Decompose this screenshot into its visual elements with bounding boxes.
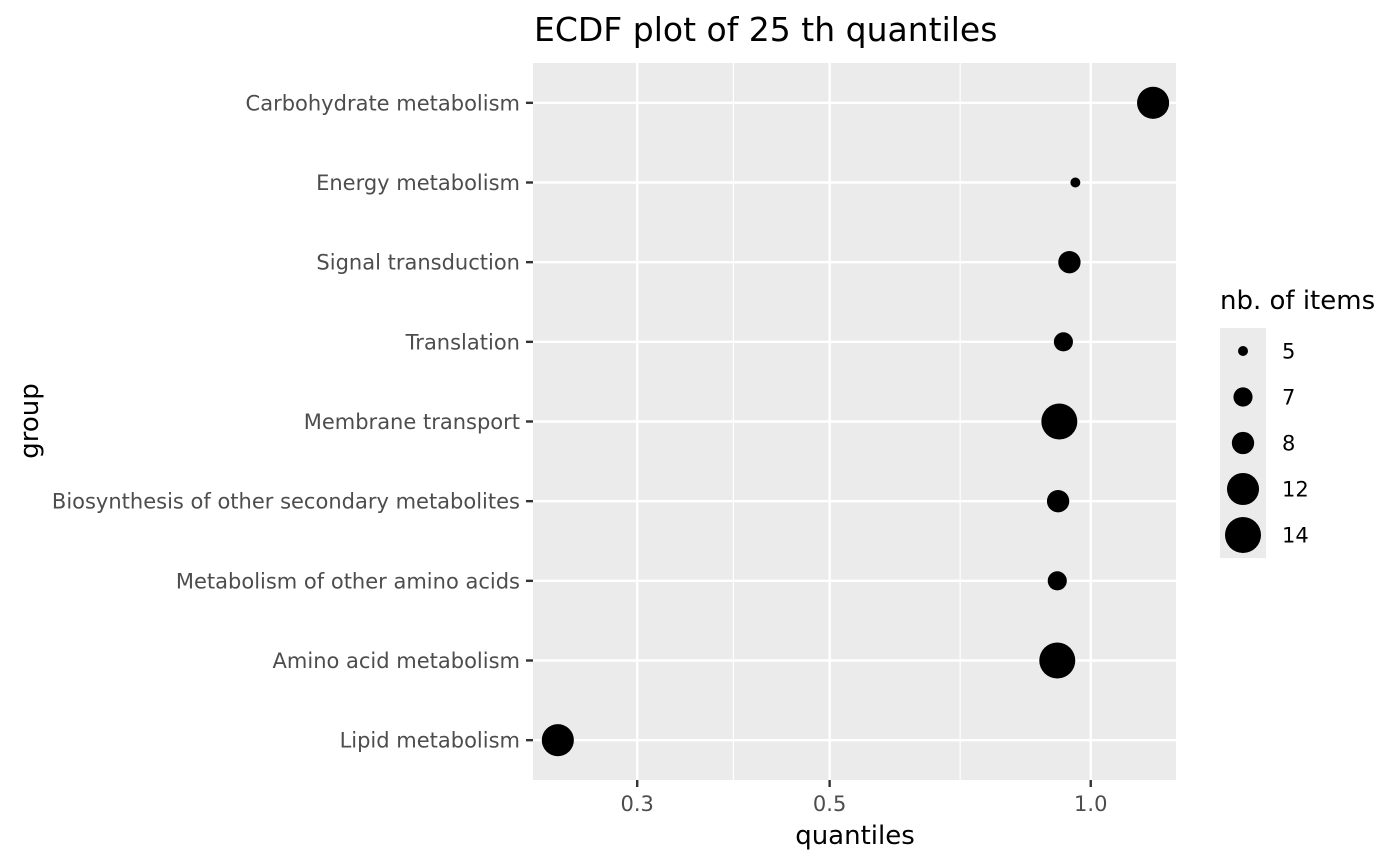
chart-title: ECDF plot of 25 th quantiles	[534, 10, 997, 49]
data-point	[1053, 332, 1073, 352]
size-legend: nb. of items 5 7 8 12 14	[1220, 286, 1375, 558]
legend-label: 8	[1282, 432, 1295, 456]
x-tick-label: 1.0	[1074, 792, 1107, 816]
y-tick-label: Biosynthesis of other secondary metaboli…	[52, 490, 520, 514]
data-points	[541, 86, 1170, 757]
y-tick-label: Carbohydrate metabolism	[246, 91, 520, 115]
y-tick-label: Metabolism of other amino acids	[176, 569, 520, 593]
data-point	[1137, 86, 1170, 119]
data-point	[1041, 403, 1078, 440]
data-point	[1046, 490, 1070, 513]
x-tick-label: 0.3	[621, 792, 654, 816]
legend-key	[1233, 387, 1253, 407]
legend-label: 5	[1282, 340, 1295, 364]
y-tick-label: Translation	[405, 330, 520, 354]
legend-key	[1238, 346, 1248, 356]
legend-entries: 5 7 8 12 14	[1225, 340, 1309, 553]
legend-label: 12	[1282, 478, 1309, 502]
y-axis-title: group	[15, 383, 45, 459]
x-axis-title: quantiles	[795, 821, 915, 851]
y-tick-label: Membrane transport	[304, 410, 520, 434]
x-axis: 0.3 0.5 1.0	[621, 780, 1107, 816]
legend-key	[1226, 472, 1260, 506]
x-tick-label: 0.5	[813, 792, 846, 816]
y-tick-label: Energy metabolism	[316, 171, 520, 195]
y-tick-label: Signal transduction	[316, 251, 520, 275]
legend-label: 7	[1282, 386, 1295, 410]
data-point	[1047, 571, 1067, 591]
legend-label: 14	[1282, 524, 1309, 548]
legend-key	[1231, 431, 1255, 455]
y-axis: Carbohydrate metabolism Energy metabolism…	[52, 91, 533, 753]
data-point	[541, 724, 574, 757]
y-tick-label: Lipid metabolism	[340, 729, 520, 753]
data-point	[1070, 177, 1081, 188]
data-point	[1039, 642, 1076, 679]
y-tick-label: Amino acid metabolism	[273, 649, 520, 673]
legend-title: nb. of items	[1220, 286, 1375, 316]
legend-key	[1225, 517, 1261, 553]
data-point	[1058, 251, 1081, 274]
